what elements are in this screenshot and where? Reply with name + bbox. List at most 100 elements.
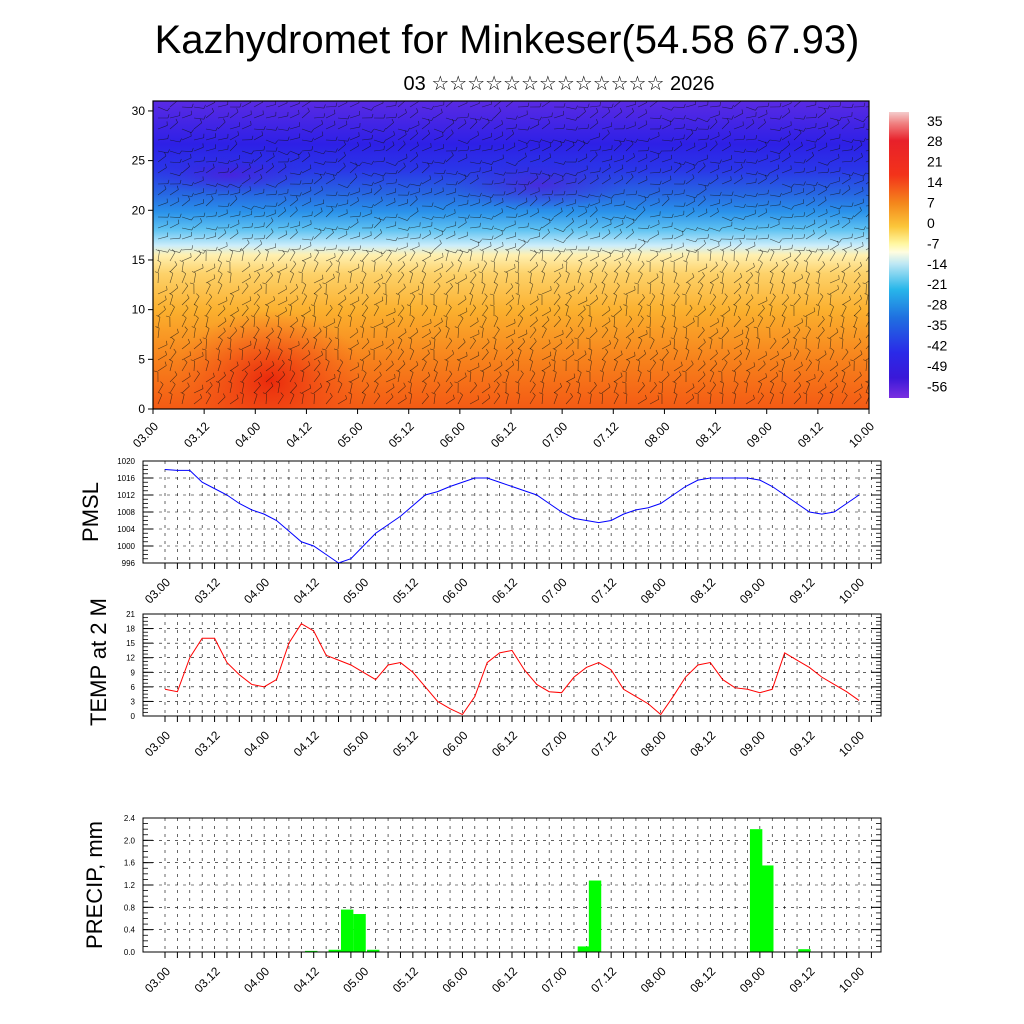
wind-barb <box>205 102 216 108</box>
wind-barb-flag <box>646 315 651 318</box>
wind-barb <box>217 383 221 394</box>
wind-barb-flag <box>394 373 396 379</box>
wind-barb-flag <box>636 359 640 362</box>
wind-barb-flag <box>393 317 395 322</box>
wind-barb-flag <box>576 381 580 384</box>
wind-barb-flag <box>429 328 431 333</box>
wind-barb-flag <box>715 140 718 145</box>
wind-barb <box>169 374 178 383</box>
wind-barb <box>553 144 563 152</box>
wind-barb <box>409 252 416 262</box>
wind-barb-flag <box>398 337 403 341</box>
wind-barb-flag <box>511 338 514 343</box>
wind-barb-flag <box>585 219 588 224</box>
wind-barb <box>745 122 755 130</box>
wind-barb-flag <box>215 182 218 187</box>
wind-barb-flag <box>184 326 188 330</box>
wind-barb <box>385 263 393 273</box>
wind-barb-flag <box>580 315 584 319</box>
wind-barb <box>565 317 571 328</box>
wind-barb-flag <box>310 392 315 395</box>
wind-barb <box>637 297 645 306</box>
wind-barb <box>241 285 249 295</box>
wind-barb <box>517 373 524 383</box>
wind-barb <box>517 350 522 361</box>
colorbar-label: 0 <box>927 215 935 231</box>
wind-barb-flag <box>862 118 866 123</box>
wind-barb <box>421 383 427 394</box>
wind-barb <box>397 254 407 262</box>
wind-barb-flag <box>465 307 468 312</box>
wind-barb <box>445 328 450 339</box>
wind-barb-flag <box>348 392 353 395</box>
wind-barb <box>829 244 839 251</box>
wind-barb-flag <box>459 249 463 253</box>
wind-barb-flag <box>472 337 476 341</box>
wind-barb-flag <box>755 225 758 230</box>
wind-barb-flag <box>738 315 741 320</box>
wind-barb <box>529 117 540 121</box>
wind-barb <box>361 361 364 372</box>
wind-barb-flag <box>160 381 164 385</box>
wind-barb-flag <box>275 202 278 207</box>
wind-barb <box>241 328 245 339</box>
wind-barb-flag <box>837 120 839 125</box>
wind-barb-flag <box>379 360 382 365</box>
wind-barb-flag <box>657 101 658 102</box>
wind-barb <box>541 194 552 196</box>
wind-barb-flag <box>177 197 180 202</box>
wind-barb <box>769 223 780 229</box>
wind-barb <box>469 321 479 328</box>
wind-barb-flag <box>211 195 214 200</box>
wind-barb-flag <box>526 143 528 148</box>
wind-barb-flag <box>329 392 333 397</box>
wind-barb-flag <box>401 271 405 276</box>
wind-barb <box>433 372 438 383</box>
wind-barb <box>265 166 274 174</box>
wind-barb-flag <box>323 160 326 165</box>
wind-barb-flag <box>491 117 494 122</box>
wind-barb <box>229 111 239 119</box>
wind-barb-flag <box>733 304 737 307</box>
wind-barb-flag <box>779 239 782 243</box>
wind-barb <box>745 320 755 328</box>
wind-barb <box>349 135 360 141</box>
wind-barb-flag <box>646 101 648 103</box>
wind-barb <box>565 202 576 207</box>
wind-barb <box>793 145 803 152</box>
wind-barb-flag <box>347 246 350 251</box>
wind-barb-flag <box>572 141 575 146</box>
wind-barb-flag <box>692 317 695 322</box>
wind-barb <box>805 126 816 130</box>
wind-barb-flag <box>474 382 477 386</box>
wind-barb <box>253 394 258 405</box>
wind-barb-flag <box>703 239 706 244</box>
wind-barb <box>661 106 672 111</box>
wind-barb-flag <box>539 103 542 108</box>
wind-barb-flag <box>599 370 604 373</box>
wind-barb <box>553 361 556 372</box>
wind-barb <box>709 363 718 372</box>
wind-barb-flag <box>574 359 579 362</box>
wind-barb <box>625 104 636 108</box>
wind-barb <box>661 343 671 350</box>
wind-barb <box>769 354 779 361</box>
wind-barb <box>349 235 360 240</box>
x-tick-label: 03.12 <box>192 964 223 995</box>
wind-barb <box>265 194 276 196</box>
wind-barb-flag <box>701 326 705 331</box>
wind-barb <box>337 102 348 108</box>
colorbar-label: 14 <box>927 174 943 190</box>
wind-barb <box>385 342 395 350</box>
wind-barb-flag <box>671 304 676 307</box>
wind-barb-flag <box>511 360 515 365</box>
wind-barb <box>781 383 787 394</box>
wind-barb-flag <box>752 317 755 322</box>
wind-barb-flag <box>191 226 194 231</box>
wind-barb-flag <box>683 161 686 165</box>
wind-barb-flag <box>781 359 786 362</box>
x-tick-label: 08.12 <box>687 575 718 606</box>
wind-barb-flag <box>283 206 287 211</box>
wind-barb <box>193 237 204 240</box>
wind-barb <box>433 243 442 251</box>
